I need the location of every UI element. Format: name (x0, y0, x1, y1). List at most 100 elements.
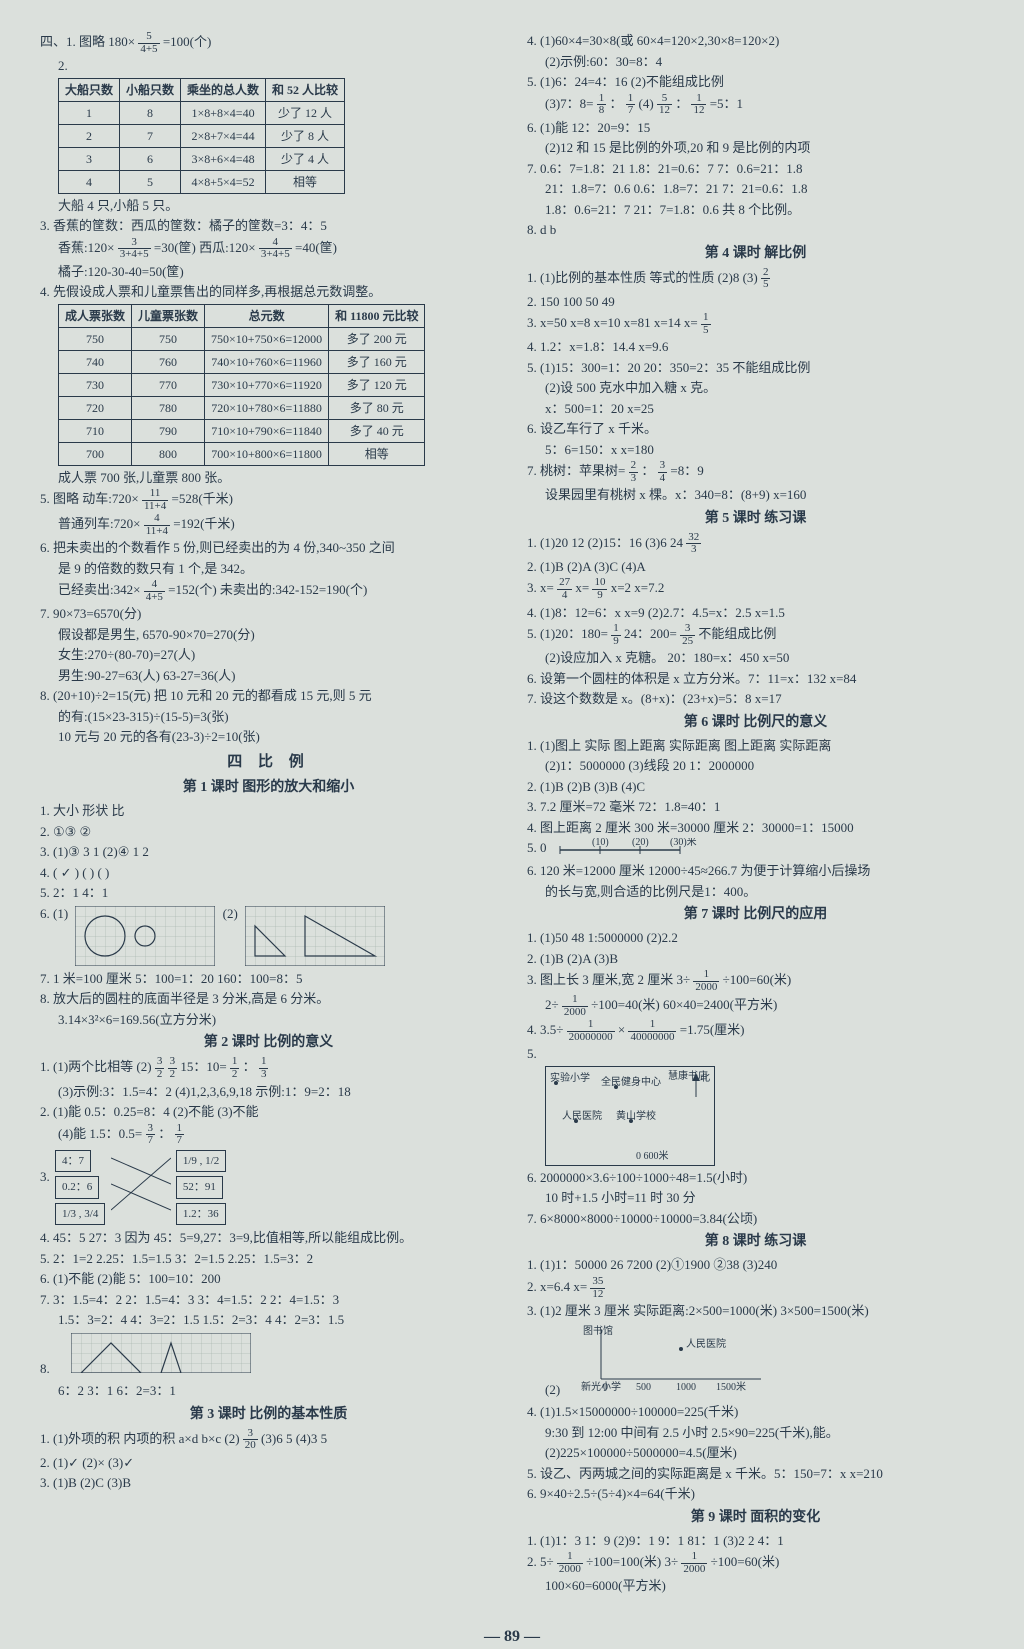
scale-line-figure: 5. 0 (10)(20)(30)米 (527, 838, 984, 860)
text: 2. (1)B (2)A (3)C (4)A (527, 557, 984, 577)
fraction: 43+4+5 (259, 237, 292, 261)
grid-svg-icon (75, 906, 215, 966)
td: 710 (59, 419, 132, 442)
text: 已经卖出:342× 44+5 =152(个) 未卖出的:342-152=190(… (40, 579, 497, 603)
triangle-grid (71, 1333, 251, 1379)
t: =8：9 (670, 463, 703, 478)
fraction: 411+4 (144, 513, 170, 537)
t: 3. (40, 1169, 50, 1184)
th: 成人票张数 (59, 304, 132, 327)
t: =1.75(厘米) (680, 1022, 745, 1037)
td: 4 (59, 170, 120, 193)
th: 大船只数 (59, 78, 120, 101)
text: 8. d b (527, 220, 984, 240)
fraction: 12000 (562, 994, 588, 1018)
th: 小船只数 (120, 78, 181, 101)
text: 女生:270÷(80-70)=27(人) (40, 645, 497, 665)
fraction: 12000 (681, 1551, 707, 1575)
td: 多了 120 元 (329, 373, 425, 396)
text: 的有:(15×23-315)÷(15-5)=3(张) (40, 707, 497, 727)
text: 4. (1)60×4=30×8(或 60×4=120×2,30×8=120×2) (527, 31, 984, 51)
t: ÷100=60(米) (711, 1554, 780, 1569)
t: 15：10= (180, 1060, 226, 1075)
text: 1. 大小 形状 比 (40, 801, 497, 821)
svg-text:北: 北 (700, 1072, 710, 1084)
text: (2)1：5000000 (3)线段 20 1：2000000 (527, 756, 984, 776)
lesson-title: 第 4 课时 解比例 (527, 243, 984, 264)
t: 5. (1)20：180= (527, 626, 608, 641)
text: 6. (1)不能 (2)能 5：100=10：200 (40, 1269, 497, 1289)
text: 2. (1)✓ (2)× (3)✓ (40, 1453, 497, 1473)
text: 1. (1)1：3 1：9 (2)9：1 9：1 81：1 (3)2 2 4：1 (527, 1531, 984, 1551)
text: 10 时+1.5 小时=11 时 30 分 (527, 1188, 984, 1208)
t: 已经卖出:342× (58, 582, 140, 597)
text: 3. (1)③ 3 1 (2)④ 1 2 (40, 842, 497, 862)
fraction: 13 (259, 1056, 269, 1080)
text: 1.5：3=2：4 4：3=2：1.5 1.5：2=3：4 4：2=3：1.5 (40, 1310, 497, 1330)
text: 7. 6×8000×8000÷10000÷10000=3.84(公顷) (527, 1209, 984, 1229)
boat-table: 大船只数 小船只数 乘坐的总人数 和 52 人比较 181×8+8×4=40少了… (58, 78, 345, 194)
t: ： (641, 463, 654, 478)
t: 3. x= (527, 581, 554, 596)
text: 2. x=6.4 x= 3512 (527, 1276, 984, 1300)
fraction: 32 (168, 1056, 178, 1080)
grid-svg-icon (71, 1333, 251, 1373)
td: 730 (59, 373, 132, 396)
text: 1. (1)20 12 (2)15：16 (3)6 24 323 (527, 532, 984, 556)
text: 5. 设乙、丙两城之间的实际距离是 x 千米。5：150=7：x x=210 (527, 1464, 984, 1484)
t: 24：200= (624, 626, 677, 641)
t: =40(筐) (295, 240, 337, 255)
svg-text:(20): (20) (632, 838, 649, 848)
td: 780 (132, 396, 205, 419)
match-box: 0.2：6 (55, 1176, 99, 1199)
fraction: 274 (557, 577, 572, 601)
t: 7. 桃树：苹果树= (527, 463, 625, 478)
text: (2)示例:60：30=8：4 (527, 52, 984, 72)
text: 5. 图略 动车:720× 1111+4 =528(千米) (40, 488, 497, 512)
text: 设果园里有桃树 x 棵。x：340=8：(8+9) x=160 (527, 485, 984, 505)
figure-row: 6. (1) (2) (40, 904, 497, 968)
text: 普通列车:720× 411+4 =192(千米) (40, 513, 497, 537)
td: 6 (120, 147, 181, 170)
text: 1. (1)外项的积 内项的积 a×d b×c (2) 320 (3)6 5 (… (40, 1428, 497, 1452)
match-box: 1.2：36 (176, 1203, 226, 1226)
fraction: 23 (629, 460, 639, 484)
td: 740×10+760×6=11960 (205, 350, 329, 373)
fraction: 19 (611, 623, 621, 647)
t: (4) (639, 96, 654, 111)
text: 7. 1 米=100 厘米 5：100=1：20 160：100=8：5 (40, 969, 497, 989)
fraction: 120000000 (567, 1019, 615, 1043)
td: 730×10+770×6=11920 (205, 373, 329, 396)
section-title: 四 比 例 (40, 751, 497, 774)
t: 4. 3.5÷ (527, 1022, 563, 1037)
td: 720×10+780×6=11880 (205, 396, 329, 419)
text: 3. (1)2 厘米 3 厘米 实际距离:2×500=1000(米) 3×500… (527, 1301, 984, 1321)
t: =528(千米) (172, 491, 234, 506)
match-box: 52：91 (176, 1176, 223, 1199)
td: 2×8+7×4=44 (181, 124, 266, 147)
text: 是 9 的倍数的数只有 1 个,是 342。 (40, 559, 497, 579)
t: =30(筐) 西瓜:120× (154, 240, 256, 255)
text: 5. (1)20：180= 19 24：200= 325 不能组成比例 (527, 623, 984, 647)
text: 2. (1)B (2)B (3)B (4)C (527, 777, 984, 797)
text: 7. 90×73=6570(分) (40, 604, 497, 624)
axis-chart: 图书馆 人民医院 新光小学 0 500 1000 1500米 (581, 1324, 771, 1400)
td: 3 (59, 147, 120, 170)
svg-text:1000: 1000 (676, 1382, 696, 1393)
t: 1. (1)20 12 (2)15：16 (3)6 24 (527, 535, 686, 550)
th: 乘坐的总人数 (181, 78, 266, 101)
lesson-title: 第 1 课时 图形的放大和缩小 (40, 777, 497, 798)
text: 5. (1)6：24=4：16 (2)不能组成比例 (527, 72, 984, 92)
t: 1. (1)两个比相等 (2) (40, 1060, 152, 1075)
td: 多了 160 元 (329, 350, 425, 373)
text: x：500=1：20 x=25 (527, 399, 984, 419)
grid-svg-icon (245, 906, 385, 966)
text: 4. 45：5 27：3 因为 45：5=9,27：3=9,比值相等,所以能组成… (40, 1228, 497, 1248)
t: =100(个) (163, 34, 212, 49)
text: 6. 120 米=12000 厘米 12000÷45≈266.7 为便于计算缩小… (527, 861, 984, 881)
cross-lines-icon (111, 1148, 171, 1208)
text: 6. 把未卖出的个数看作 5 份,则已经卖出的为 4 份,340~350 之间 (40, 538, 497, 558)
t: 2. x=6.4 x= (527, 1279, 587, 1294)
text: 1.8：0.6=21：7 21：7=1.8：0.6 共 8 个比例。 (527, 200, 984, 220)
fraction: 32 (155, 1056, 165, 1080)
